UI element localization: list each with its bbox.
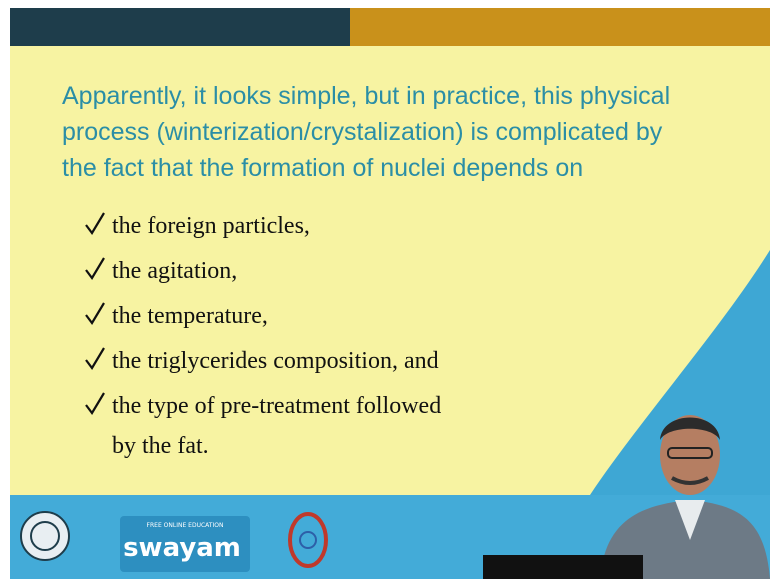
header-bar-dark: [10, 8, 350, 46]
logo-tagline: FREE ONLINE EDUCATION: [147, 522, 224, 529]
paragraph-line: the fact that the formation of nuclei de…: [62, 154, 583, 182]
check-mark: [85, 302, 105, 325]
corner-wave: [590, 250, 770, 495]
paragraph-line: process (winterization/crystalization) i…: [62, 118, 663, 146]
nptel-logo: [288, 512, 328, 568]
iit-logo: [20, 511, 70, 561]
bullet-text: the foreign particles,: [112, 213, 310, 239]
bullet-continuation: by the fat.: [112, 433, 209, 459]
bullet-text: the temperature,: [112, 303, 268, 329]
bullet-text: the triglycerides composition, and: [112, 348, 439, 374]
check-mark: [85, 392, 105, 415]
check-mark: [85, 347, 105, 370]
swayam-logo: [120, 516, 250, 572]
check-mark: [85, 212, 105, 235]
bullet-text: the type of pre-treatment followed: [112, 393, 441, 419]
check-mark: [85, 257, 105, 280]
header-bar-gold: [350, 8, 770, 46]
logo-name: swayam: [123, 533, 241, 563]
paragraph-line: Apparently, it looks simple, but in prac…: [62, 82, 670, 110]
bullet-text: the agitation,: [112, 258, 237, 284]
player-toolbar: [483, 555, 643, 579]
